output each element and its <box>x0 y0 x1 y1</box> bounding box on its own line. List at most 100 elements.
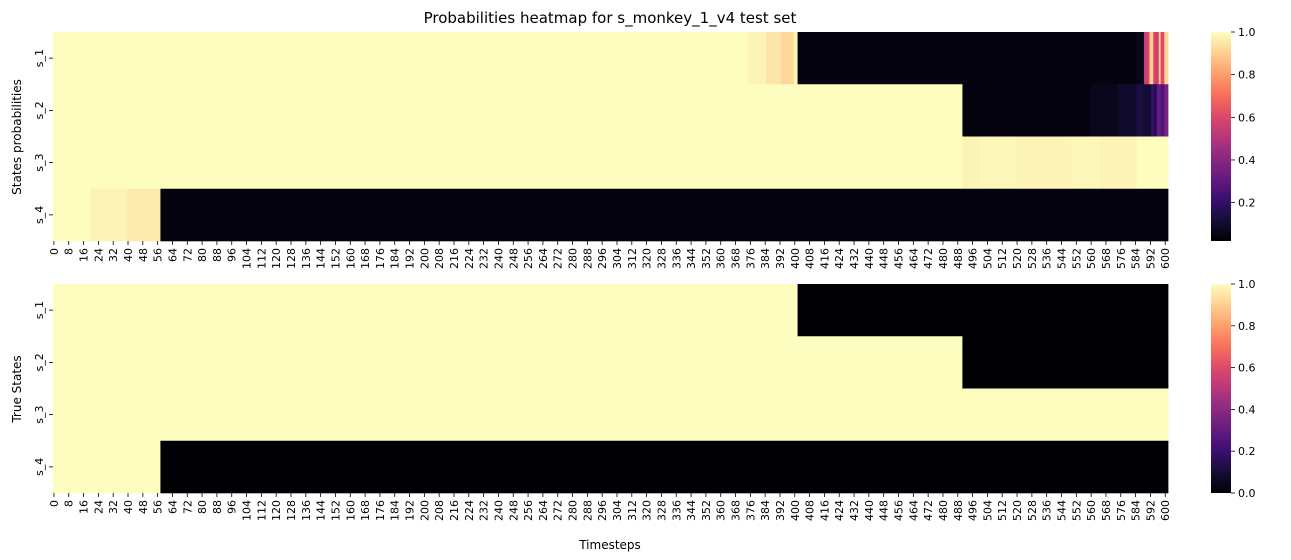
heatmap-cell <box>962 336 1169 389</box>
x-tick-label: 232 <box>478 500 491 521</box>
x-tick-label: 32 <box>107 500 120 514</box>
x-tick-label: 600 <box>1159 248 1172 269</box>
x-tick-label: 240 <box>492 248 505 269</box>
x-tick-label: 56 <box>152 500 165 514</box>
top-colorbar-gradient <box>1211 32 1231 241</box>
heatmap-cell <box>1090 84 1119 137</box>
x-tick-label: 576 <box>1115 248 1128 269</box>
colorbar-tick-label: 0.6 <box>1238 362 1256 375</box>
heatmap-cell <box>797 32 1137 85</box>
x-tick-label: 280 <box>567 500 580 521</box>
x-tick-label: 152 <box>329 500 342 521</box>
x-tick-label: 264 <box>537 500 550 521</box>
x-tick-label: 144 <box>315 500 328 521</box>
x-tick-label: 208 <box>433 248 446 269</box>
x-tick-label: 384 <box>759 500 772 521</box>
heatmap-cell <box>1136 136 1169 190</box>
x-tick-label: 464 <box>907 248 920 269</box>
heatmap-cell <box>1147 32 1150 85</box>
x-tick-label: 504 <box>981 500 994 521</box>
x-tick-label: 360 <box>715 500 728 521</box>
bottom-x-axis-label: Timesteps <box>578 538 641 552</box>
x-tick-label: 440 <box>863 248 876 269</box>
x-tick-label: 128 <box>285 500 298 521</box>
x-tick-label: 336 <box>670 500 683 521</box>
x-tick-label: 72 <box>181 500 194 514</box>
x-tick-label: 480 <box>937 500 950 521</box>
x-tick-label: 16 <box>78 500 91 514</box>
x-tick-label: 552 <box>1070 500 1083 521</box>
x-tick-label: 384 <box>759 248 772 269</box>
y-tick-label: s_4 <box>33 206 46 224</box>
x-tick-label: 400 <box>789 248 802 269</box>
x-tick-label: 304 <box>611 248 624 269</box>
x-tick-label: 16 <box>78 248 91 262</box>
x-tick-label: 248 <box>507 248 520 269</box>
x-tick-label: 368 <box>730 500 743 521</box>
x-tick-label: 192 <box>404 500 417 521</box>
colorbar-tick-label: 0.2 <box>1238 445 1256 458</box>
heatmap-cell <box>1160 84 1165 137</box>
x-tick-label: 200 <box>418 500 431 521</box>
heatmap-cell <box>1143 32 1149 85</box>
colorbar-tick-label: 0.4 <box>1238 403 1256 416</box>
heatmap-cell <box>1099 136 1137 190</box>
x-tick-label: 64 <box>166 248 179 262</box>
x-tick-label: 40 <box>122 248 135 262</box>
bottom-colorbar: 0.0 0.2 0.4 0.6 0.8 1.0 <box>1211 278 1256 500</box>
heatmap-cell <box>962 84 1091 137</box>
heatmap-cell <box>1156 84 1161 137</box>
x-tick-label: 448 <box>878 500 891 521</box>
heatmap-cell <box>53 32 748 85</box>
x-tick-label: 64 <box>166 500 179 514</box>
heatmap-cell <box>160 440 1169 494</box>
x-tick-label: 600 <box>1159 500 1172 521</box>
x-tick-label: 320 <box>641 248 654 269</box>
x-tick-label: 424 <box>833 248 846 269</box>
x-tick-label: 512 <box>996 248 1009 269</box>
x-tick-label: 552 <box>1070 248 1083 269</box>
x-tick-label: 48 <box>137 500 150 514</box>
x-tick-label: 184 <box>389 248 402 269</box>
x-tick-label: 216 <box>448 500 461 521</box>
x-tick-label: 312 <box>626 500 639 521</box>
y-tick-label: s_4 <box>33 458 46 476</box>
heatmap-cell <box>793 32 798 85</box>
x-tick-label: 496 <box>967 248 980 269</box>
x-tick-label: 304 <box>611 500 624 521</box>
x-tick-label: 488 <box>952 500 965 521</box>
x-tick-label: 376 <box>744 248 757 269</box>
bottom-x-ticks: 0 8 16 24 32 40 48 56 64 72 80 88 96 104 112 120 128 136 1… <box>48 493 1172 521</box>
x-tick-label: 416 <box>818 248 831 269</box>
x-tick-label: 520 <box>1011 248 1024 269</box>
x-tick-label: 472 <box>922 248 935 269</box>
x-tick-label: 208 <box>433 500 446 521</box>
heatmap-cell <box>90 188 128 242</box>
x-tick-label: 528 <box>1026 248 1039 269</box>
x-tick-label: 576 <box>1115 500 1128 521</box>
x-tick-label: 216 <box>448 248 461 269</box>
x-tick-label: 568 <box>1100 500 1113 521</box>
x-tick-label: 352 <box>700 500 713 521</box>
x-tick-label: 32 <box>107 248 120 262</box>
x-tick-label: 8 <box>63 248 76 255</box>
x-tick-label: 440 <box>863 500 876 521</box>
colorbar-tick-label: 0.0 <box>1238 487 1256 500</box>
x-tick-label: 80 <box>196 500 209 514</box>
x-tick-label: 176 <box>374 500 387 521</box>
heatmap-cell <box>747 32 767 85</box>
heatmap-cell <box>780 32 795 85</box>
x-tick-label: 456 <box>893 248 906 269</box>
x-tick-label: 152 <box>329 248 342 269</box>
heatmap-cell <box>1071 136 1100 190</box>
x-tick-label: 288 <box>581 500 594 521</box>
x-tick-label: 256 <box>522 248 535 269</box>
x-tick-label: 512 <box>996 500 1009 521</box>
x-tick-label: 328 <box>655 248 668 269</box>
x-tick-label: 584 <box>1130 248 1143 269</box>
x-tick-label: 504 <box>981 248 994 269</box>
x-tick-label: 280 <box>567 248 580 269</box>
x-tick-label: 224 <box>463 500 476 521</box>
x-tick-label: 0 <box>48 500 61 507</box>
colorbar-tick-label: 1.0 <box>1238 26 1256 39</box>
